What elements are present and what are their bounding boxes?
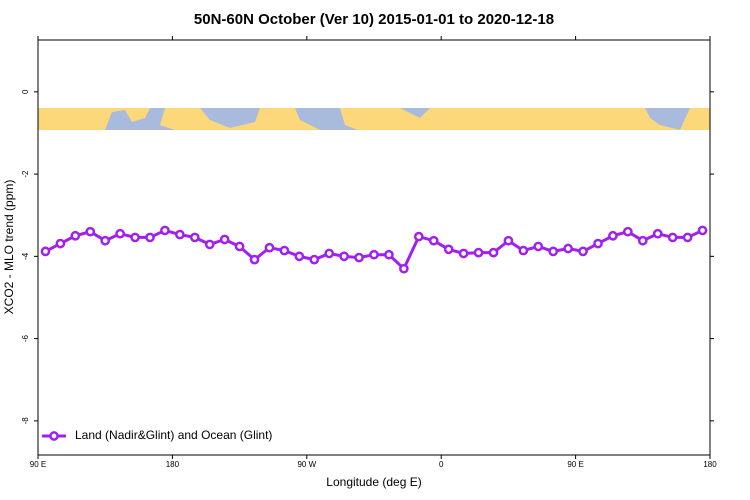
x-tick-label: 90 E	[30, 460, 46, 469]
point	[608, 230, 618, 241]
point	[279, 245, 290, 256]
y-tick-label: -6	[21, 335, 30, 343]
point	[369, 249, 379, 260]
point	[443, 244, 454, 255]
point	[100, 235, 111, 246]
y-tick-label: -4	[21, 252, 30, 260]
point	[40, 246, 51, 257]
point	[145, 232, 155, 243]
point	[175, 229, 185, 240]
point	[399, 263, 409, 274]
point	[623, 226, 633, 237]
y-axis-label: XCO2 - MLO trend (ppm)	[2, 180, 16, 315]
point	[428, 235, 439, 246]
point	[413, 231, 424, 242]
point	[637, 235, 648, 246]
point	[219, 234, 230, 245]
point	[85, 226, 96, 237]
point	[503, 235, 514, 246]
y-tick-label: -8	[21, 417, 30, 425]
point	[339, 251, 349, 262]
series-line	[44, 228, 704, 272]
point	[294, 251, 305, 262]
point	[115, 228, 125, 239]
point	[55, 238, 66, 249]
x-tick-label: 0	[439, 460, 444, 469]
point	[189, 232, 200, 243]
point	[578, 246, 588, 257]
x-tick-label: 90 W	[297, 460, 316, 469]
map-strip	[38, 108, 710, 130]
y-tick-label: -2	[21, 170, 30, 178]
point	[70, 230, 81, 241]
point	[249, 254, 260, 265]
point	[204, 239, 215, 250]
x-axis-label: Longitude (deg E)	[326, 475, 421, 489]
point	[264, 242, 275, 253]
point	[667, 232, 678, 243]
x-tick-label: 180	[703, 460, 717, 469]
point	[682, 232, 693, 243]
point	[533, 241, 544, 252]
x-tick-label: 180	[166, 460, 180, 469]
point	[548, 246, 559, 257]
y-tick-label: 0	[21, 89, 30, 94]
point	[697, 225, 708, 236]
chart-title: 50N-60N October (Ver 10) 2015-01-01 to 2…	[194, 11, 554, 28]
legend-marker	[49, 431, 59, 441]
legend-label: Land (Nadir&Glint) and Ocean (Glint)	[75, 428, 272, 442]
point	[354, 252, 364, 263]
point	[563, 243, 573, 254]
point	[130, 232, 140, 243]
x-tick-label: 90 E	[567, 460, 583, 469]
point	[458, 248, 469, 259]
point	[652, 228, 663, 239]
point	[384, 249, 394, 260]
point	[309, 254, 320, 265]
point	[518, 245, 529, 256]
point	[473, 247, 484, 258]
point	[593, 238, 603, 249]
point	[160, 225, 170, 236]
point	[324, 248, 335, 259]
point	[234, 241, 245, 252]
plot-frame	[37, 39, 711, 456]
point	[488, 247, 499, 258]
